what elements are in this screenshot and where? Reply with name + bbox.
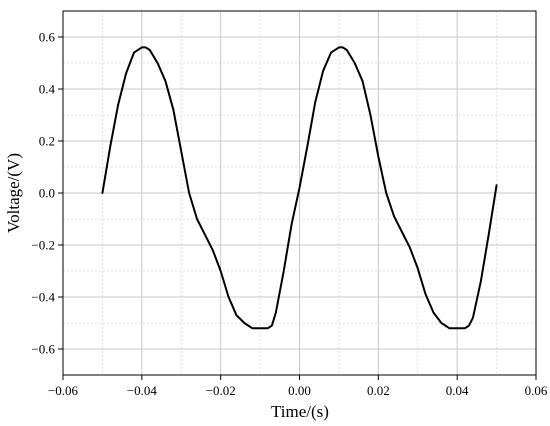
x-tick-label: 0.02: [367, 383, 390, 398]
y-tick-label: −0.2: [31, 238, 55, 253]
x-tick-label: 0.06: [525, 383, 548, 398]
y-axis: −0.6 −0.4 −0.2 0.0 0.2 0.4 0.6: [31, 30, 63, 357]
y-tick-label: −0.6: [31, 342, 55, 357]
series-line-0: [101, 46, 498, 330]
y-tick-label: 0.0: [39, 186, 55, 201]
y-tick-label: 0.6: [39, 30, 56, 45]
x-axis: −0.06 −0.04 −0.02 0.00 0.02 0.04 0.06: [48, 375, 548, 398]
y-tick-label: −0.4: [31, 290, 55, 305]
x-tick-label: 0.04: [446, 383, 469, 398]
x-tick-label: −0.06: [48, 383, 79, 398]
series-layer: [101, 46, 498, 330]
x-tick-label: 0.00: [288, 383, 311, 398]
y-tick-label: 0.2: [39, 134, 55, 149]
y-axis-label: Voltage/(V): [4, 153, 23, 233]
x-axis-label: Time/(s): [271, 402, 329, 421]
x-tick-label: −0.02: [206, 383, 236, 398]
y-tick-label: 0.4: [39, 82, 56, 97]
x-tick-label: −0.04: [127, 383, 158, 398]
